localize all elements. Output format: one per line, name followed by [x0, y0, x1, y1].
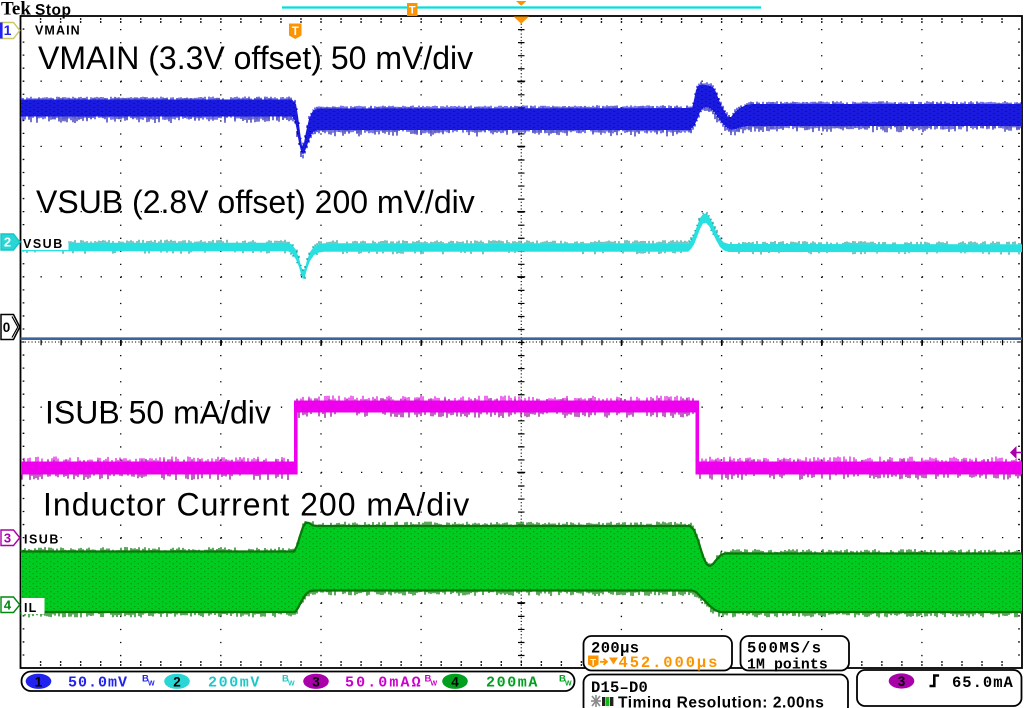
svg-text:50.0mV: 50.0mV [68, 675, 128, 692]
svg-text:3: 3 [4, 530, 11, 545]
svg-text:500MS/s: 500MS/s [747, 640, 823, 658]
svg-text:T: T [590, 658, 596, 669]
svg-text:B: B [282, 674, 289, 685]
svg-text:4: 4 [4, 597, 12, 612]
svg-text:2: 2 [173, 674, 181, 689]
svg-text:VSUB: VSUB [23, 237, 64, 251]
svg-text:ISUB 50 mA/div: ISUB 50 mA/div [45, 395, 271, 431]
svg-text:B: B [425, 674, 432, 685]
svg-text:1M points: 1M points [747, 658, 828, 674]
svg-text:VMAIN: VMAIN [35, 24, 81, 38]
svg-text:2: 2 [4, 235, 11, 250]
svg-text:200mA: 200mA [486, 675, 539, 692]
svg-text:W: W [288, 681, 295, 688]
svg-text:D15–D0: D15–D0 [591, 679, 648, 697]
svg-text:ISUB: ISUB [24, 533, 60, 547]
svg-text:B: B [559, 674, 566, 685]
svg-text:VMAIN (3.3V offset) 50 mV/div: VMAIN (3.3V offset) 50 mV/div [38, 40, 473, 76]
svg-text:65.0mA: 65.0mA [952, 674, 1014, 692]
svg-text:3: 3 [898, 674, 906, 689]
svg-text:4: 4 [451, 674, 459, 689]
svg-text:VSUB (2.8V offset) 200 mV/div: VSUB (2.8V offset) 200 mV/div [36, 184, 475, 220]
svg-text:3: 3 [312, 674, 320, 689]
svg-text:452.000µs: 452.000µs [619, 654, 720, 672]
svg-text:Timing Resolution: 2.00ns: Timing Resolution: 2.00ns [618, 695, 824, 708]
svg-text:Tek: Tek [1, 0, 31, 20]
svg-text:1: 1 [4, 22, 12, 38]
svg-text:200µs: 200µs [591, 640, 640, 658]
svg-text:T: T [409, 5, 416, 17]
svg-text:W: W [148, 681, 155, 688]
svg-text:IL: IL [24, 601, 37, 615]
svg-text:W: W [431, 681, 438, 688]
svg-text:W: W [565, 681, 572, 688]
svg-text:B: B [142, 674, 149, 685]
svg-text:200mV: 200mV [208, 675, 261, 692]
svg-text:Stop: Stop [35, 2, 71, 19]
svg-text:T: T [292, 26, 299, 38]
svg-text:1: 1 [35, 674, 43, 689]
svg-text:Inductor Current 200 mA/div: Inductor Current 200 mA/div [43, 487, 470, 523]
svg-text:50.0mAΩ: 50.0mAΩ [345, 675, 423, 692]
svg-text:0: 0 [3, 320, 11, 335]
